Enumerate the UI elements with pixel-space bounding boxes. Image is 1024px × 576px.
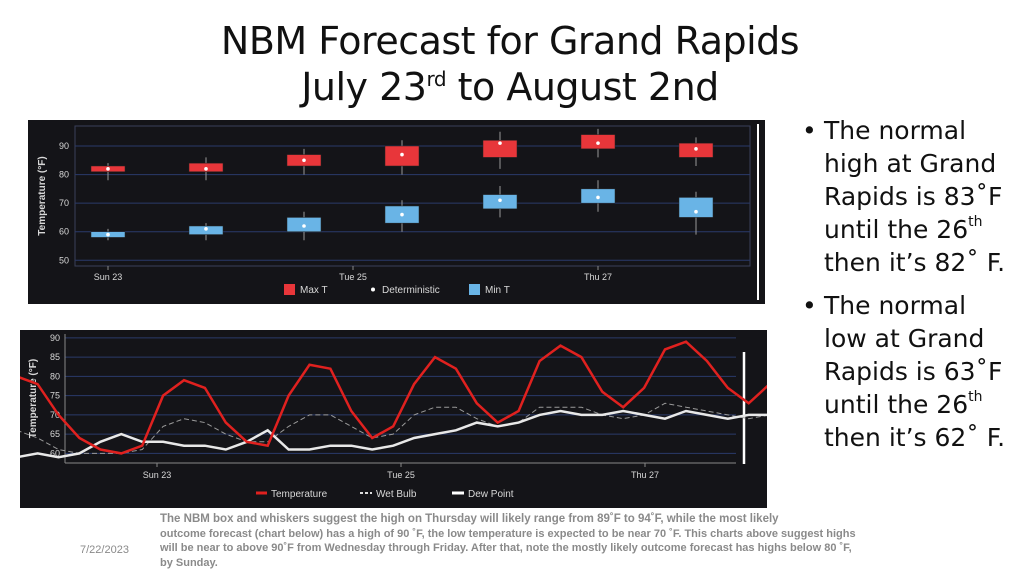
min-t-box — [678, 197, 714, 218]
wet-bulb-line — [16, 402, 1024, 454]
y-axis-label: Temperature (°F) — [37, 156, 48, 235]
legend-label-max: Max T — [300, 285, 328, 296]
legend-swatch-max — [284, 284, 295, 295]
legend-label-temperature: Temperature — [271, 489, 328, 500]
title-line-2-rest: to August 2nd — [446, 65, 720, 109]
bullet-list: • The normal high at Grand Rapids is 83˚… — [800, 114, 1015, 464]
x-tick-label: Thu 27 — [584, 272, 612, 282]
y-tick-label: 65 — [50, 429, 60, 439]
y-tick-label: 60 — [59, 227, 69, 237]
bullet-text-end: then it’s 62˚ F. — [824, 423, 1006, 452]
legend-swatch-min — [469, 284, 480, 295]
bullet-text: The normal high at Grand Rapids is 83˚F … — [824, 116, 1003, 244]
bullet-superscript: th — [968, 389, 983, 405]
dew-point-line — [16, 405, 1024, 459]
forecast-note: The NBM box and whiskers suggest the hig… — [160, 512, 860, 570]
y-axis-label: Temperature (°F) — [28, 359, 39, 438]
bullet-text-end: then it’s 82˚ F. — [824, 248, 1006, 277]
title-line-1: NBM Forecast for Grand Rapids — [220, 19, 800, 63]
legend-label-min: Min T — [485, 285, 510, 296]
note-line-1: The NBM box and whiskers suggest the hig… — [160, 513, 779, 525]
bullet-text: The normal low at Grand Rapids is 63˚F u… — [824, 291, 1003, 419]
y-tick-label: 70 — [50, 410, 60, 420]
deterministic-point — [596, 141, 600, 145]
title-line-2-main: July 23 — [301, 65, 427, 109]
deterministic-point — [302, 158, 306, 163]
legend-label-deterministic: Deterministic — [382, 285, 440, 296]
max-t-box — [482, 140, 518, 158]
y-tick-label: 80 — [59, 170, 69, 180]
deterministic-point — [400, 152, 404, 157]
x-tick-label: Sun 23 — [143, 470, 172, 480]
x-tick-label: Sun 23 — [94, 272, 123, 282]
deterministic-point — [498, 198, 502, 203]
deterministic-point — [596, 195, 600, 200]
y-tick-label: 80 — [50, 371, 60, 381]
bullet-dot: • — [802, 116, 817, 145]
y-tick-label: 85 — [50, 352, 60, 362]
y-tick-label: 90 — [50, 333, 60, 343]
deterministic-point — [694, 147, 698, 151]
legend-label-dew-point: Dew Point — [468, 489, 514, 500]
bullet-normal-low: • The normal low at Grand Rapids is 63˚F… — [800, 289, 1015, 454]
y-tick-label: 60 — [50, 448, 60, 458]
slide-date: 7/22/2023 — [80, 544, 129, 556]
temperature-line — [16, 340, 1024, 455]
x-tick-label: Tue 25 — [339, 272, 367, 282]
plot-frame — [74, 125, 751, 267]
deterministic-point — [106, 167, 110, 171]
title-line-2: July 23rd to August 2nd — [160, 64, 860, 110]
bullet-dot: • — [802, 291, 817, 320]
deterministic-point — [694, 209, 698, 214]
y-tick-label: 75 — [50, 391, 60, 401]
legend-swatch-deterministic — [371, 287, 375, 292]
slide-title: NBM Forecast for Grand Rapids July 23rd … — [160, 18, 860, 110]
x-tick-label: Thu 27 — [631, 470, 659, 480]
y-tick-label: 50 — [59, 255, 69, 265]
x-tick-label: Tue 25 — [387, 470, 415, 480]
bullet-normal-high: • The normal high at Grand Rapids is 83˚… — [800, 114, 1015, 279]
y-tick-label: 70 — [59, 198, 69, 208]
legend-label-wet-bulb: Wet Bulb — [376, 489, 417, 500]
deterministic-point — [302, 224, 306, 228]
bullet-superscript: th — [968, 214, 983, 230]
deterministic-point — [204, 227, 208, 231]
note-line-2: outcome forecast (chart below) has a hig… — [160, 527, 856, 569]
deterministic-point — [106, 232, 110, 237]
title-superscript: rd — [426, 67, 447, 91]
deterministic-point — [498, 141, 502, 145]
deterministic-point — [400, 212, 404, 217]
y-tick-label: 90 — [59, 141, 69, 151]
deterministic-point — [204, 167, 208, 171]
